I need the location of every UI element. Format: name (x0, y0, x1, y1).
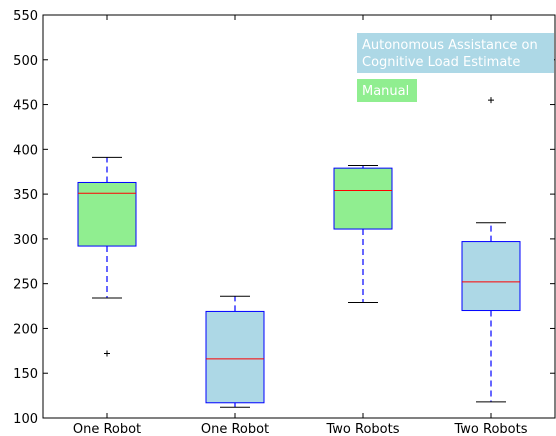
y-tick-label: 550 (13, 9, 38, 24)
y-tick-label: 450 (13, 99, 38, 114)
box-iqr (205, 310, 265, 404)
x-tick-label: Two Robots (454, 422, 528, 436)
boxes-layer (77, 97, 521, 408)
legend-label: Cognitive Load Estimate (362, 55, 520, 70)
y-tick-label: 350 (13, 188, 38, 203)
y-tick-label: 400 (13, 143, 38, 158)
legend: Autonomous Assistance on Cognitive Load E… (357, 33, 554, 102)
x-tick-label: One Robot (73, 422, 141, 436)
outlier-marker (488, 97, 494, 104)
y-tick-label: 150 (13, 367, 38, 382)
legend-swatch (357, 79, 417, 102)
plot-frame (42, 14, 556, 419)
legend-label: Manual (362, 84, 409, 99)
x-tick-label: Two Robots (326, 422, 400, 436)
box-iqr (333, 167, 393, 230)
y-tick-label: 200 (13, 322, 38, 337)
y-tick-label: 500 (13, 54, 38, 69)
box-iqr (77, 181, 137, 247)
x-tick-label: One Robot (201, 422, 269, 436)
legend-swatch (357, 33, 554, 73)
x-axis: One Robot One Robot Two Robots Two Robots (73, 15, 528, 436)
legend-label: Autonomous Assistance on (362, 38, 538, 53)
box-group (205, 295, 265, 408)
box-iqr (461, 241, 521, 312)
y-tick-label: 100 (13, 412, 38, 427)
y-tick-label: 250 (13, 278, 38, 293)
box-group (333, 164, 393, 303)
box-group (461, 97, 521, 403)
y-tick-label: 300 (13, 233, 38, 248)
outlier-marker (104, 350, 110, 357)
box-group (77, 156, 137, 357)
y-axis: 100 150 200 250 300 350 400 450 500 550 (13, 9, 555, 427)
